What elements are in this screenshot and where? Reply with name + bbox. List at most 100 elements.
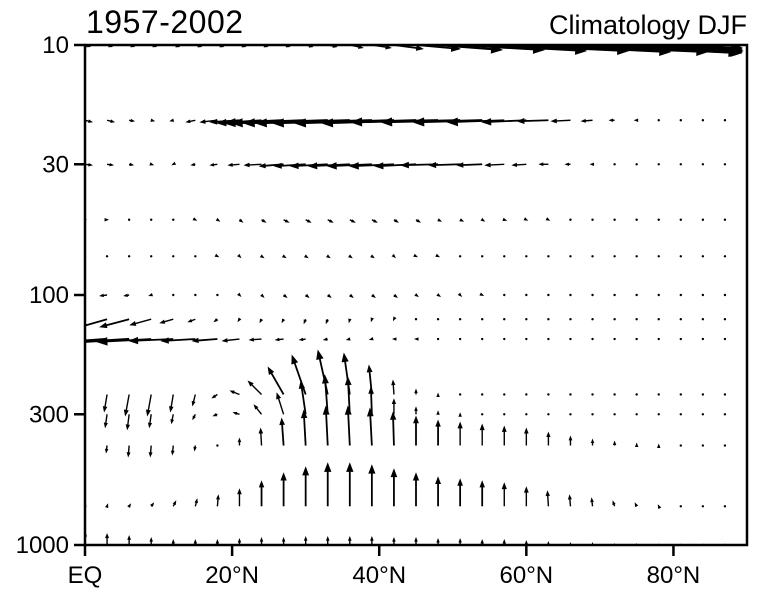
vector-dot <box>547 337 550 341</box>
vector-arrow <box>435 253 441 258</box>
vector-dot <box>723 413 727 416</box>
vector-arrow <box>479 423 485 446</box>
vector-arrow <box>217 45 225 48</box>
vector-arrow <box>192 413 196 421</box>
vector-field <box>85 45 744 545</box>
vector-arrow <box>415 218 421 223</box>
vector-arrow <box>613 543 616 545</box>
vector-dot <box>458 255 462 258</box>
vector-arrow <box>243 162 262 168</box>
vector-arrow <box>326 254 331 259</box>
vector-dot <box>458 318 462 321</box>
vector-dot <box>591 393 594 396</box>
vector-dot <box>657 255 660 258</box>
y-tick-label: 300 <box>29 401 69 428</box>
vector-arrow <box>229 390 240 396</box>
vector-arrow <box>238 218 244 223</box>
vector-arrow <box>349 45 364 49</box>
vector-arrow <box>298 337 306 342</box>
vector-arrow <box>85 394 86 402</box>
vector-arrow <box>283 45 291 48</box>
vector-dot <box>635 318 638 321</box>
vector-arrow <box>258 480 265 507</box>
vector-arrow <box>635 543 638 545</box>
vector-dot <box>172 255 175 258</box>
vector-arrow <box>283 219 290 223</box>
vector-dot <box>679 543 682 545</box>
figure-title-years: 1957-2002 <box>86 4 244 40</box>
vector-arrow <box>634 502 639 508</box>
vector-dot <box>679 337 682 341</box>
vector-dot <box>127 218 131 221</box>
vector-dot <box>613 393 616 396</box>
vector-dot <box>525 255 528 258</box>
vector-arrow <box>85 339 86 341</box>
vector-arrow <box>568 435 573 446</box>
vector-arrow <box>564 162 571 166</box>
vector-arrow <box>168 394 174 413</box>
vector-arrow <box>215 539 220 545</box>
vector-dot <box>657 413 660 416</box>
vector-arrow <box>193 539 198 545</box>
vector-arrow <box>480 217 486 222</box>
vector-arrow <box>190 162 196 167</box>
vector-arrow <box>237 317 242 323</box>
vector-arrow <box>170 445 175 456</box>
vector-arrow <box>150 45 158 48</box>
vector-dot <box>701 444 705 447</box>
vector-arrow <box>221 338 240 343</box>
vector-arrow <box>213 318 219 323</box>
vector-arrow <box>436 538 440 545</box>
vector-arrow <box>148 445 153 458</box>
vector-arrow <box>104 218 110 222</box>
vector-dot <box>172 218 175 221</box>
vector-arrow <box>324 462 332 507</box>
vector-dot <box>569 255 572 258</box>
vector-dot <box>657 163 660 166</box>
vector-arrow <box>457 478 463 507</box>
vector-arrow <box>193 445 197 452</box>
vector-dot <box>701 163 705 166</box>
vector-dot <box>723 119 727 122</box>
vector-dot <box>657 543 660 545</box>
vector-arrow <box>480 539 484 545</box>
vector-arrow <box>371 45 392 50</box>
vector-arrow <box>172 500 177 507</box>
vector-dot <box>657 293 660 297</box>
vector-arrow <box>261 218 267 223</box>
vector-arrow <box>591 542 594 545</box>
vector-arrow <box>589 162 595 166</box>
vector-dot <box>414 318 418 321</box>
vector-dot <box>503 293 506 297</box>
vector-arrow <box>501 425 507 446</box>
x-tick-label: 80°N <box>647 562 701 589</box>
vector-arrow <box>259 318 264 324</box>
vector-arrow <box>303 318 307 325</box>
vector-arrow <box>371 219 378 223</box>
vector-arrow <box>392 537 396 545</box>
vector-arrow <box>371 293 376 298</box>
vector-dot <box>635 393 638 396</box>
vector-arrow <box>523 486 529 507</box>
vector-arrow <box>502 217 508 221</box>
vector-arrow <box>393 293 398 298</box>
vector-arrow <box>724 45 743 50</box>
vector-arrow <box>127 535 131 545</box>
vector-dot <box>657 218 660 221</box>
vector-dot <box>723 505 727 508</box>
vector-arrow <box>300 409 308 446</box>
vector-arrow <box>305 293 310 298</box>
vector-dot <box>613 163 616 166</box>
vector-arrow <box>195 45 203 48</box>
vector-dot <box>635 218 638 221</box>
vector-dot <box>701 218 705 221</box>
vector-arrow <box>634 442 639 448</box>
vector-arrow <box>446 117 505 127</box>
y-tick-label: 100 <box>29 282 69 309</box>
vector-arrow <box>545 217 551 221</box>
vector-dot <box>701 413 705 416</box>
vector-arrow <box>546 431 551 446</box>
vector-arrow <box>516 117 549 125</box>
vector-arrow <box>170 414 175 425</box>
vector-arrow <box>502 539 506 545</box>
